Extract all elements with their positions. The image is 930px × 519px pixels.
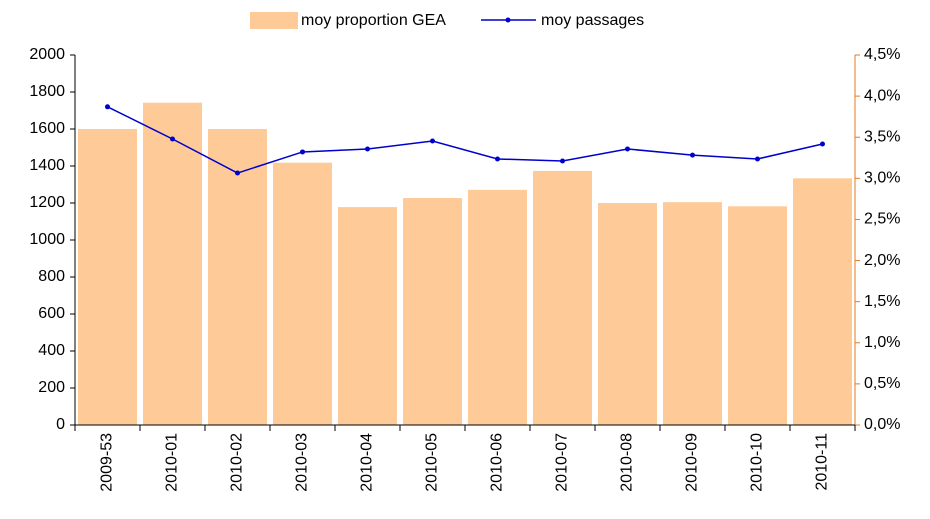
y2-tick-label: 0,0%	[864, 416, 900, 433]
bar	[533, 170, 592, 425]
y-tick-label: 1200	[29, 194, 65, 211]
y-tick-label: 1400	[29, 157, 65, 174]
x-tick-label: 2010-11	[814, 433, 831, 491]
y-tick-label: 1600	[29, 120, 65, 137]
line-marker	[170, 136, 175, 142]
y-tick-label: 2000	[29, 46, 65, 63]
legend-label: moy passages	[541, 12, 644, 29]
bar	[468, 189, 527, 425]
y-tick-label: 800	[38, 268, 65, 285]
y2-tick-label: 4,5%	[864, 46, 900, 63]
x-tick-label: 2010-06	[489, 433, 506, 492]
legend-label: moy proportion GEA	[301, 12, 446, 29]
line-marker	[300, 149, 305, 155]
line-marker	[495, 156, 500, 162]
bar	[793, 178, 852, 425]
bar	[728, 206, 787, 425]
y-tick-label: 0	[56, 416, 65, 433]
x-tick-label: 2009-53	[99, 433, 116, 492]
y2-tick-label: 4,0%	[864, 87, 900, 104]
line-marker	[560, 158, 565, 164]
line-marker	[105, 104, 110, 110]
x-tick-label: 2010-08	[619, 433, 636, 492]
x-tick-label: 2010-05	[424, 433, 441, 492]
x-tick-label: 2010-03	[294, 433, 311, 492]
x-tick-label: 2010-09	[684, 433, 701, 492]
y2-tick-label: 3,0%	[864, 170, 900, 187]
x-tick-label: 2010-02	[229, 433, 246, 492]
y2-tick-label: 3,5%	[864, 128, 900, 145]
y-tick-label: 400	[38, 342, 65, 359]
y-tick-label: 600	[38, 305, 65, 322]
legend-swatch	[250, 12, 298, 29]
x-tick-label: 2010-07	[554, 433, 571, 492]
line-series	[107, 106, 823, 174]
y-tick-label: 1800	[29, 83, 65, 100]
line-marker	[430, 138, 435, 144]
line-marker	[755, 156, 760, 162]
bar	[208, 129, 267, 425]
line-marker	[820, 141, 825, 147]
y-tick-label: 1000	[29, 231, 65, 248]
legend-marker	[505, 17, 511, 23]
line-marker	[690, 152, 695, 158]
line-marker	[625, 146, 630, 152]
bar	[663, 202, 722, 425]
x-tick-label: 2010-04	[359, 433, 376, 492]
x-tick-label: 2010-01	[164, 433, 181, 492]
bar	[143, 102, 202, 425]
bar	[598, 203, 657, 425]
y2-tick-label: 2,5%	[864, 211, 900, 228]
y2-tick-label: 1,5%	[864, 293, 900, 310]
y2-tick-label: 2,0%	[864, 252, 900, 269]
y-tick-label: 200	[38, 379, 65, 396]
bar	[403, 198, 462, 425]
x-tick-label: 2010-10	[749, 433, 766, 492]
bar	[273, 162, 332, 425]
bar	[338, 207, 397, 425]
bar	[78, 129, 137, 425]
y2-tick-label: 1,0%	[864, 334, 900, 351]
y2-tick-label: 0,5%	[864, 375, 900, 392]
line-marker	[365, 146, 370, 152]
line-marker	[235, 170, 240, 176]
